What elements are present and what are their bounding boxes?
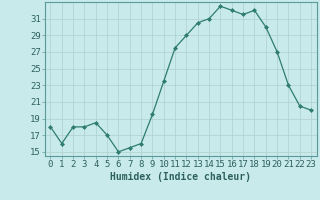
X-axis label: Humidex (Indice chaleur): Humidex (Indice chaleur) bbox=[110, 172, 251, 182]
